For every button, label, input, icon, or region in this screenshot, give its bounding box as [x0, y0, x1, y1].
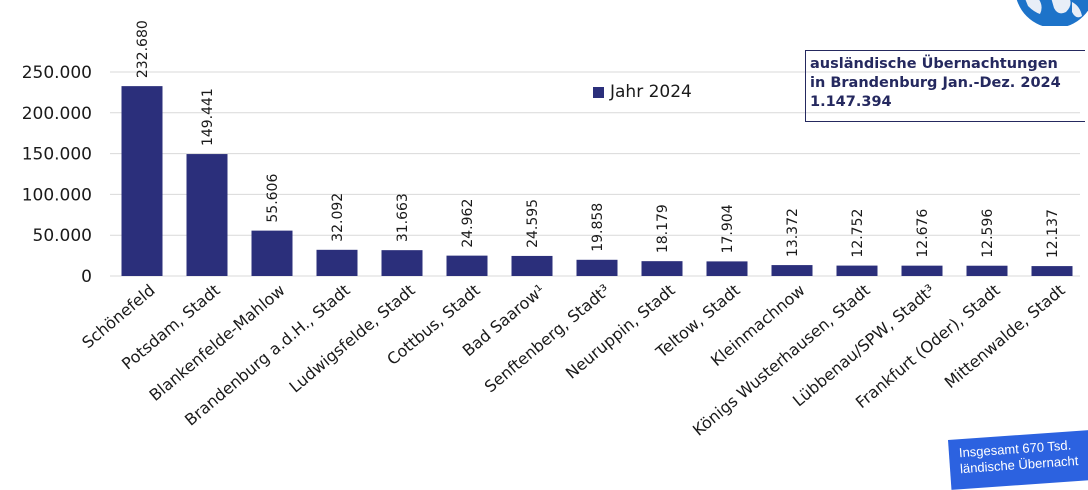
infobox-line1: ausländische Übernachtungen [810, 56, 1058, 72]
legend: Jahr 2024 [593, 82, 692, 102]
data-label: 24.962 [460, 199, 476, 248]
bar [576, 259, 618, 276]
data-label: 12.137 [1045, 209, 1061, 258]
y-tick-label: 100.000 [22, 185, 92, 205]
y-tick-label: 0 [81, 267, 92, 287]
data-label: 12.596 [980, 209, 996, 258]
overlay-note: Insgesamt 670 Tsd. ländische Übernacht [948, 429, 1088, 490]
x-tick-label: Mittenwalde, Stadt [941, 281, 1069, 393]
infobox-line2: in Brandenburg Jan.-Dez. 2024 [810, 75, 1061, 91]
bar [316, 249, 358, 276]
bar [186, 154, 228, 276]
y-tick-label: 150.000 [22, 145, 92, 165]
bar [381, 250, 423, 276]
data-label: 232.680 [135, 20, 151, 78]
data-label: 24.595 [525, 199, 541, 248]
data-label: 12.676 [915, 209, 931, 258]
bar [966, 265, 1008, 276]
data-label: 12.752 [850, 209, 866, 258]
bar [251, 230, 293, 276]
data-label: 55.606 [265, 174, 281, 223]
bar [706, 261, 748, 276]
bar [1031, 266, 1073, 276]
bar [121, 86, 163, 276]
data-label: 18.179 [655, 204, 671, 253]
y-tick-label: 50.000 [33, 226, 92, 246]
data-label: 149.441 [200, 88, 216, 146]
y-tick-label: 250.000 [22, 63, 92, 83]
infobox-total: 1.147.394 [810, 94, 892, 110]
x-tick-label: Neuruppin, Stadt [562, 281, 679, 383]
data-label: 13.372 [785, 208, 801, 257]
bar [641, 261, 683, 276]
bar-chart: 0 50.000 100.000 150.000 200.000 250.000 232.… [22, 20, 1080, 440]
data-label: 19.858 [590, 203, 606, 252]
y-axis: 0 50.000 100.000 150.000 200.000 250.000 [22, 63, 92, 287]
data-labels: 232.680 149.441 55.606 32.092 31.663 24.962 24… [135, 20, 1061, 258]
data-label: 31.663 [395, 193, 411, 242]
bar [901, 265, 943, 276]
bars [121, 86, 1073, 276]
bar [836, 265, 878, 276]
bar [446, 255, 488, 276]
legend-label: Jahr 2024 [610, 82, 692, 102]
bar [511, 255, 553, 276]
globe-icon [1010, 0, 1088, 26]
data-label: 17.904 [720, 204, 736, 253]
y-tick-label: 200.000 [22, 104, 92, 124]
legend-swatch [593, 86, 604, 98]
total-infobox: ausländische Übernachtungen in Brandenbu… [805, 50, 1085, 122]
x-tick-label: Ludwigsfelde, Stadt [286, 281, 419, 397]
data-label: 32.092 [330, 193, 346, 242]
bar [771, 265, 813, 276]
x-tick-label: Senftenberg, Stadt³ [481, 281, 614, 397]
